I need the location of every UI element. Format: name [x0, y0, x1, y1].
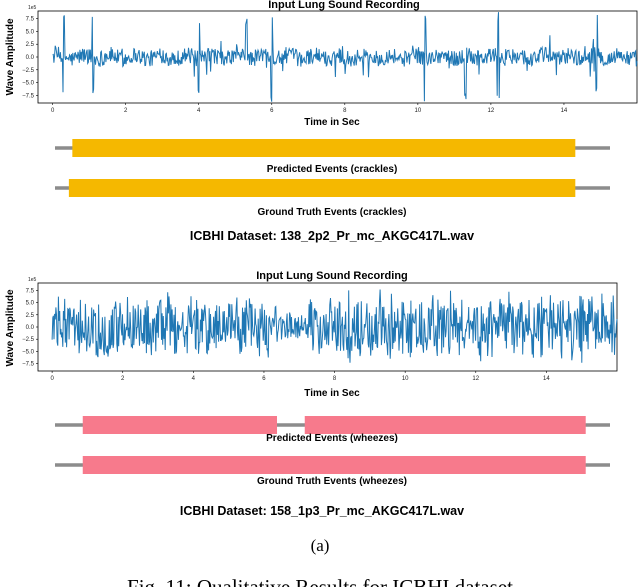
ground-truth-events-label: Ground Truth Events (crackles) [258, 207, 407, 218]
predicted-events-label: Predicted Events (crackles) [267, 164, 398, 175]
panel-crackles: Input Lung Sound Recording 1e5 Wave Ampl… [5, 0, 638, 243]
x-axis-label: Time in Sec [304, 117, 360, 128]
y-tick-label: 5.0 [26, 301, 35, 307]
event-segment [72, 139, 576, 157]
y-tick-label: 2.5 [26, 313, 35, 319]
y-tick-label: 0.0 [26, 55, 35, 61]
y-tick-label: −2.5 [22, 337, 35, 343]
dataset-file-label: ICBHI Dataset: 138_2p2_Pr_mc_AKGC417L.wa… [190, 229, 474, 243]
x-axis-ticks: 0 2 4 6 8 10 12 14 [51, 103, 568, 114]
x-tick-label: 0 [50, 376, 54, 382]
x-tick-label: 4 [192, 376, 196, 382]
y-tick-label: 2.5 [26, 42, 35, 48]
x-tick-label: 10 [415, 108, 422, 114]
x-tick-label: 8 [333, 376, 337, 382]
event-segment [304, 416, 586, 434]
ground-truth-events-track [55, 456, 610, 474]
subfigure-label: (a) [311, 536, 330, 555]
y-axis-ticks: 7.5 5.0 2.5 0.0 −2.5 −5.0 −7.5 [22, 17, 38, 99]
y-tick-label: 7.5 [26, 17, 35, 23]
x-tick-label: 10 [402, 376, 409, 382]
x-tick-label: 2 [124, 108, 128, 114]
y-axis-label: Wave Amplitude [5, 18, 16, 95]
panel-wheezes: Input Lung Sound Recording 1e5 Wave Ampl… [5, 270, 618, 518]
x-tick-label: 4 [197, 108, 201, 114]
event-segment [82, 456, 586, 474]
dataset-file-label: ICBHI Dataset: 158_1p3_Pr_mc_AKGC417L.wa… [180, 504, 464, 518]
y-tick-label: −2.5 [22, 68, 35, 74]
x-tick-label: 6 [270, 108, 274, 114]
x-tick-label: 6 [262, 376, 266, 382]
y-axis-ticks: 7.5 5.0 2.5 0.0 −2.5 −5.0 −7.5 [22, 288, 38, 368]
waveform-line [51, 289, 618, 363]
waveform-line [52, 12, 638, 102]
y-tick-label: −5.0 [22, 349, 35, 355]
y-exponent-label: 1e5 [28, 5, 37, 11]
y-tick-label: 0.0 [26, 325, 35, 331]
x-axis-ticks: 0 2 4 6 8 10 12 14 [50, 371, 550, 382]
ground-truth-events-track [55, 179, 610, 197]
x-axis-label: Time in Sec [304, 388, 360, 399]
x-tick-label: 14 [561, 108, 568, 114]
chart-title: Input Lung Sound Recording [256, 270, 408, 282]
y-exponent-label: 1e5 [28, 277, 37, 283]
x-tick-label: 8 [343, 108, 347, 114]
y-axis-label: Wave Amplitude [5, 289, 16, 366]
x-tick-label: 12 [472, 376, 479, 382]
predicted-events-track [55, 139, 610, 157]
ground-truth-events-label: Ground Truth Events (wheezes) [257, 476, 407, 487]
predicted-events-track [55, 416, 610, 434]
y-tick-label: 7.5 [26, 288, 35, 294]
y-tick-label: −7.5 [22, 93, 35, 99]
event-segment [68, 179, 576, 197]
y-tick-label: 5.0 [26, 29, 35, 35]
x-tick-label: 0 [51, 108, 55, 114]
x-tick-label: 14 [543, 376, 550, 382]
chart-title: Input Lung Sound Recording [268, 0, 420, 11]
y-tick-label: −7.5 [22, 362, 35, 368]
event-segment [82, 416, 277, 434]
predicted-events-label: Predicted Events (wheezes) [266, 433, 398, 444]
x-tick-label: 12 [488, 108, 495, 114]
figure-caption: Fig. 11: Qualitative Results for ICBHI d… [127, 575, 513, 587]
x-tick-label: 2 [121, 376, 125, 382]
y-tick-label: −5.0 [22, 81, 35, 87]
